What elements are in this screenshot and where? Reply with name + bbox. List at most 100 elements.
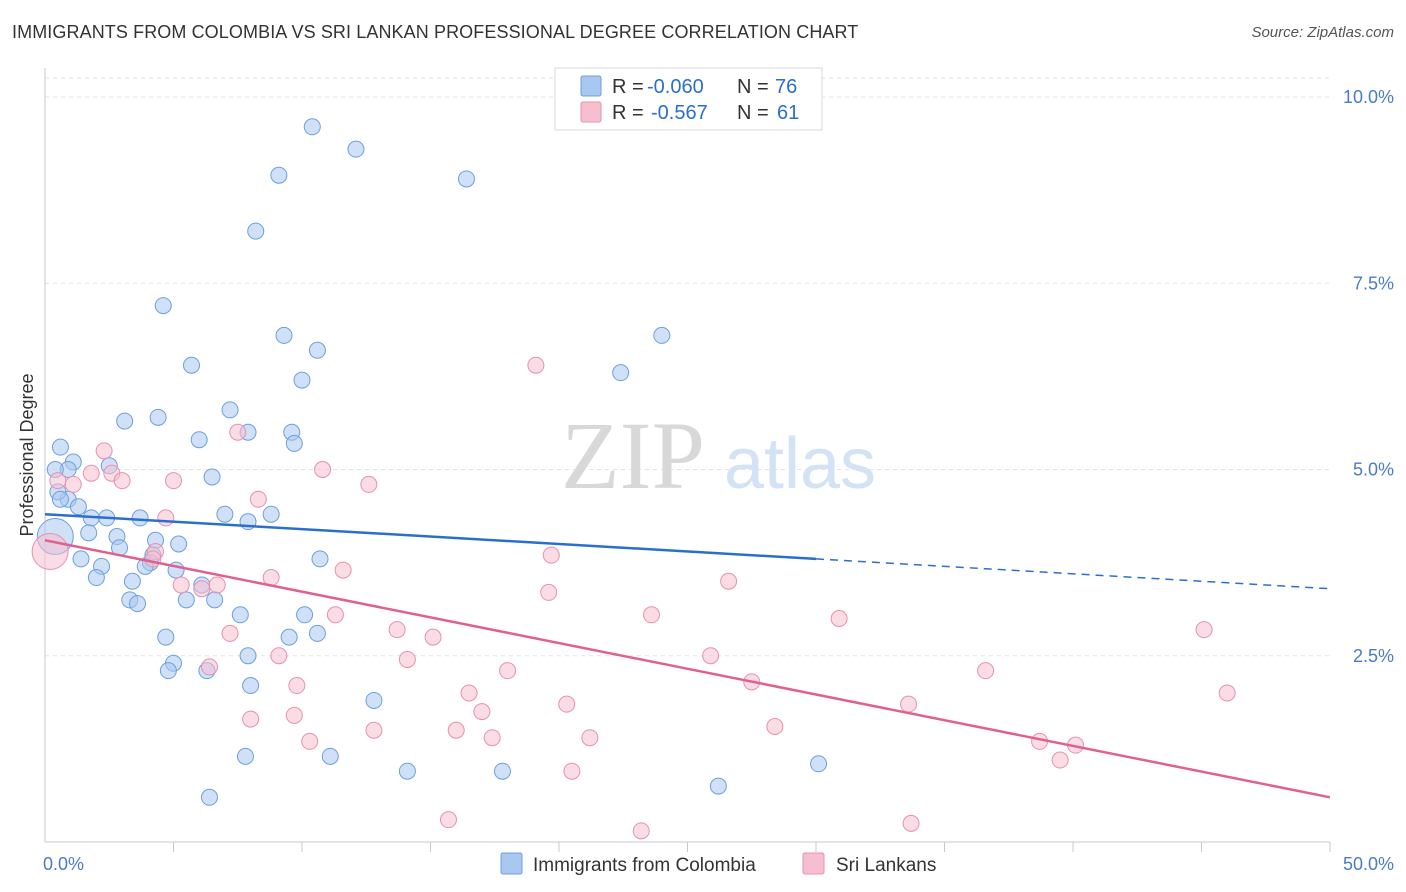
y-tick-label: 10.0% — [1343, 87, 1394, 107]
bottom-legend-swatch-blue — [500, 852, 523, 875]
colombia-point-71 — [709, 777, 727, 795]
srilankan-point-41 — [558, 695, 576, 713]
colombia-point-24 — [203, 468, 221, 486]
srilankan-point-21 — [172, 576, 190, 594]
legend-swatch-blue — [580, 75, 602, 97]
colombia-point-4 — [247, 222, 265, 240]
x-tick-label-min: 0.0% — [43, 854, 84, 874]
srilankan-point-51 — [301, 732, 319, 750]
srilankan-point-24 — [326, 606, 344, 624]
series-srilankan-points — [31, 356, 1236, 840]
colombia-point-35 — [80, 524, 98, 542]
y-tick-label: 5.0% — [1353, 460, 1394, 480]
chart-title: IMMIGRANTS FROM COLOMBIA VS SRI LANKAN P… — [12, 22, 859, 42]
colombia-point-54 — [206, 591, 224, 609]
srilankan-point-0 — [527, 356, 545, 374]
bottom-legend-label-blue: Immigrants from Colombia — [533, 855, 756, 876]
srilankan-point-30 — [1195, 621, 1213, 639]
colombia-point-8 — [308, 341, 326, 359]
srilankan-point-16 — [144, 550, 162, 568]
y-axis-label: Professional Degree — [17, 373, 37, 536]
legend-r-label-blue: R = — [612, 76, 644, 98]
colombia-point-66 — [236, 747, 254, 765]
colombia-point-9 — [182, 356, 200, 374]
colombia-point-58 — [280, 628, 298, 646]
legend: R = -0.060 N = 76 R = -0.567 N = 61 — [554, 67, 823, 131]
colombia-point-67 — [321, 747, 339, 765]
colombia-point-59 — [157, 628, 175, 646]
srilankan-point-45 — [242, 710, 260, 728]
colombia-point-19 — [51, 438, 69, 456]
srilankan-point-56 — [439, 811, 457, 829]
srilankan-point-36 — [977, 662, 995, 680]
srilankan-point-26 — [830, 610, 848, 627]
srilankan-point-33 — [702, 647, 720, 665]
trend-lines — [44, 512, 1331, 799]
srilankan-point-13 — [31, 532, 69, 570]
colombia-point-61 — [239, 647, 257, 665]
srilankan-point-54 — [1051, 751, 1069, 769]
legend-n-value-blue: 76 — [775, 76, 797, 98]
srilankan-point-3 — [314, 461, 332, 478]
srilankan-point-28 — [388, 621, 406, 639]
colombia-point-72 — [200, 788, 218, 806]
legend-n-label-blue: N = — [737, 76, 769, 98]
grid — [45, 77, 1330, 657]
srilankan-point-1 — [229, 423, 247, 441]
srilankan-point-50 — [581, 729, 599, 747]
trend-line-colombia — [44, 512, 817, 561]
colombia-point-32 — [216, 505, 234, 523]
srilankan-point-58 — [902, 814, 920, 832]
legend-swatch-pink — [580, 101, 602, 123]
srilankan-point-20 — [208, 576, 226, 594]
legend-n-value-pink: 61 — [777, 102, 799, 124]
colombia-point-56 — [296, 606, 314, 624]
legend-n-label-pink: N = — [737, 102, 769, 124]
legend-r-label-pink: R = — [612, 102, 644, 124]
srilankan-point-31 — [270, 647, 288, 665]
chart-source: Source: ZipAtlas.com — [1251, 24, 1394, 41]
srilankan-point-11 — [249, 490, 267, 508]
colombia-point-3 — [457, 170, 475, 188]
colombia-point-14 — [149, 408, 167, 426]
trend-line-colombia-extension — [815, 558, 1331, 590]
srilankan-point-19 — [720, 572, 738, 590]
bottom-legend-swatch-pink — [802, 852, 825, 875]
x-tick-label-max: 50.0% — [1343, 854, 1394, 874]
colombia-point-1 — [347, 140, 365, 158]
colombia-point-69 — [493, 762, 511, 780]
bottom-legend: Immigrants from Colombia Sri Lankans — [500, 852, 936, 876]
srilankan-point-6 — [113, 472, 131, 490]
colombia-point-12 — [221, 401, 239, 419]
srilankan-point-47 — [365, 721, 383, 739]
srilankan-point-25 — [643, 606, 661, 624]
colombia-point-55 — [231, 606, 249, 624]
srilankan-point-46 — [766, 718, 784, 736]
colombia-point-18 — [285, 434, 303, 452]
colombia-point-64 — [242, 677, 260, 695]
y-tick-label: 7.5% — [1353, 273, 1394, 293]
srilankan-point-2 — [95, 442, 113, 460]
srilankan-point-9 — [49, 472, 67, 490]
srilankan-point-40 — [1218, 684, 1236, 702]
srilankan-point-29 — [424, 628, 442, 646]
legend-r-value-blue: -0.060 — [647, 76, 704, 98]
colombia-point-6 — [275, 326, 293, 344]
colombia-point-5 — [154, 297, 172, 315]
srilankan-point-44 — [473, 703, 491, 721]
srilankan-point-34 — [200, 658, 218, 676]
srilankan-point-23 — [540, 583, 558, 601]
colombia-point-48 — [87, 569, 105, 587]
colombia-point-13 — [116, 412, 134, 430]
y-tick-labels: 2.5% 5.0% 7.5% 10.0% — [1343, 87, 1394, 666]
x-ticks — [173, 842, 1331, 852]
srilankan-point-38 — [288, 677, 306, 695]
srilankan-point-49 — [483, 729, 501, 747]
srilankan-point-42 — [900, 695, 918, 713]
colombia-point-49 — [123, 572, 141, 590]
srilankan-point-10 — [64, 475, 82, 493]
watermark-atlas: atlas — [724, 424, 876, 504]
srilankan-point-15 — [542, 546, 560, 564]
colombia-point-42 — [72, 550, 90, 568]
colombia-point-0 — [303, 118, 321, 136]
